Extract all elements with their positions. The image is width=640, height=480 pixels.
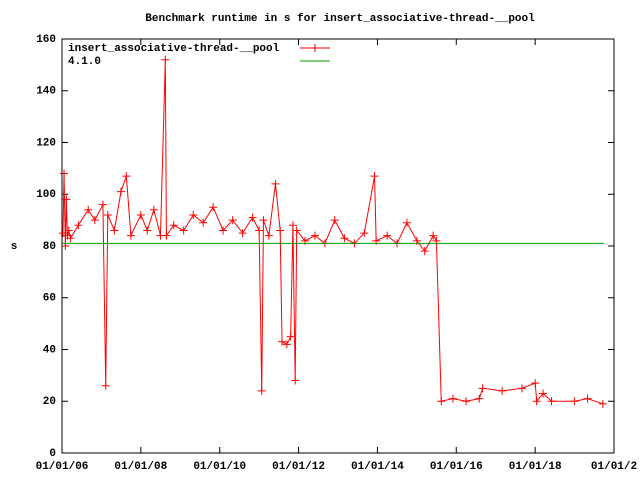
point-marker: [271, 179, 280, 188]
y-tick-label: 120: [36, 137, 56, 149]
point-marker: [74, 221, 83, 230]
y-tick-label: 20: [43, 396, 56, 408]
x-tick-label: 01/01/18: [509, 461, 562, 473]
point-marker: [292, 226, 301, 235]
point-marker: [429, 231, 438, 240]
x-tick-label: 01/01/06: [36, 461, 89, 473]
point-marker: [370, 172, 379, 181]
point-marker: [462, 397, 471, 406]
x-tick-label: 01/01/08: [114, 461, 167, 473]
point-marker: [149, 205, 158, 214]
point-marker: [420, 247, 429, 256]
point-marker: [60, 169, 69, 178]
point-marker: [330, 216, 339, 225]
point-marker: [437, 397, 446, 406]
point-marker: [90, 216, 99, 225]
point-marker: [64, 226, 73, 235]
point-marker: [66, 234, 75, 243]
x-tick-label: 01/01/10: [193, 461, 246, 473]
point-marker: [257, 386, 266, 395]
point-marker: [291, 376, 300, 385]
point-marker: [598, 399, 607, 408]
y-tick-label: 160: [36, 34, 56, 46]
point-marker: [122, 172, 131, 181]
x-tick-label: 01/01/14: [351, 461, 404, 473]
y-tick-label: 40: [43, 344, 56, 356]
point-marker: [531, 379, 540, 388]
point-marker: [169, 221, 178, 230]
point-marker: [259, 216, 268, 225]
point-marker: [532, 397, 541, 406]
legend-label: 4.1.0: [68, 56, 101, 68]
point-marker: [583, 394, 592, 403]
point-marker: [162, 231, 171, 240]
point-marker: [101, 381, 110, 390]
point-marker: [448, 394, 457, 403]
point-marker: [136, 210, 145, 219]
point-marker: [282, 340, 291, 349]
point-marker: [498, 386, 507, 395]
point-marker: [110, 226, 119, 235]
y-tick-label: 100: [36, 189, 56, 201]
point-marker: [199, 218, 208, 227]
point-marker: [189, 210, 198, 219]
point-marker: [98, 200, 107, 209]
point-marker: [238, 229, 247, 238]
point-marker: [58, 229, 67, 238]
point-marker: [383, 231, 392, 240]
point-marker: [475, 394, 484, 403]
point-marker: [518, 384, 527, 393]
point-marker: [255, 226, 264, 235]
point-marker: [570, 397, 579, 406]
point-marker: [276, 226, 285, 235]
point-marker: [161, 55, 170, 64]
legend-label: insert_associative-thread-__pool: [68, 43, 280, 55]
x-tick-label: 01/01/2: [591, 461, 637, 473]
point-marker: [209, 203, 218, 212]
x-tick-label: 01/01/16: [430, 461, 483, 473]
point-marker: [219, 226, 228, 235]
chart-title: Benchmark runtime in s for insert_associ…: [145, 13, 535, 25]
point-marker: [340, 234, 349, 243]
point-marker: [402, 218, 411, 227]
point-marker: [360, 229, 369, 238]
y-tick-label: 0: [49, 448, 56, 460]
y-tick-label: 80: [43, 241, 56, 253]
point-marker: [179, 226, 188, 235]
point-marker: [288, 221, 297, 230]
y-tick-label: 140: [36, 86, 56, 98]
point-marker: [62, 195, 71, 204]
point-marker: [310, 231, 319, 240]
series-line: [62, 59, 604, 405]
point-marker: [286, 332, 295, 341]
point-marker: [539, 389, 548, 398]
point-marker: [228, 216, 237, 225]
y-tick-label: 60: [43, 293, 56, 305]
y-axis-label: s: [11, 241, 18, 253]
point-marker: [143, 226, 152, 235]
point-marker: [248, 213, 257, 222]
point-marker: [547, 397, 556, 406]
point-marker: [103, 210, 112, 219]
point-marker: [264, 231, 273, 240]
point-marker: [84, 205, 93, 214]
point-marker: [311, 44, 319, 52]
point-marker: [116, 187, 125, 196]
point-marker: [478, 384, 487, 393]
point-marker: [278, 337, 287, 346]
x-tick-label: 01/01/12: [272, 461, 325, 473]
point-marker: [126, 231, 135, 240]
plot-frame: [61, 38, 615, 454]
